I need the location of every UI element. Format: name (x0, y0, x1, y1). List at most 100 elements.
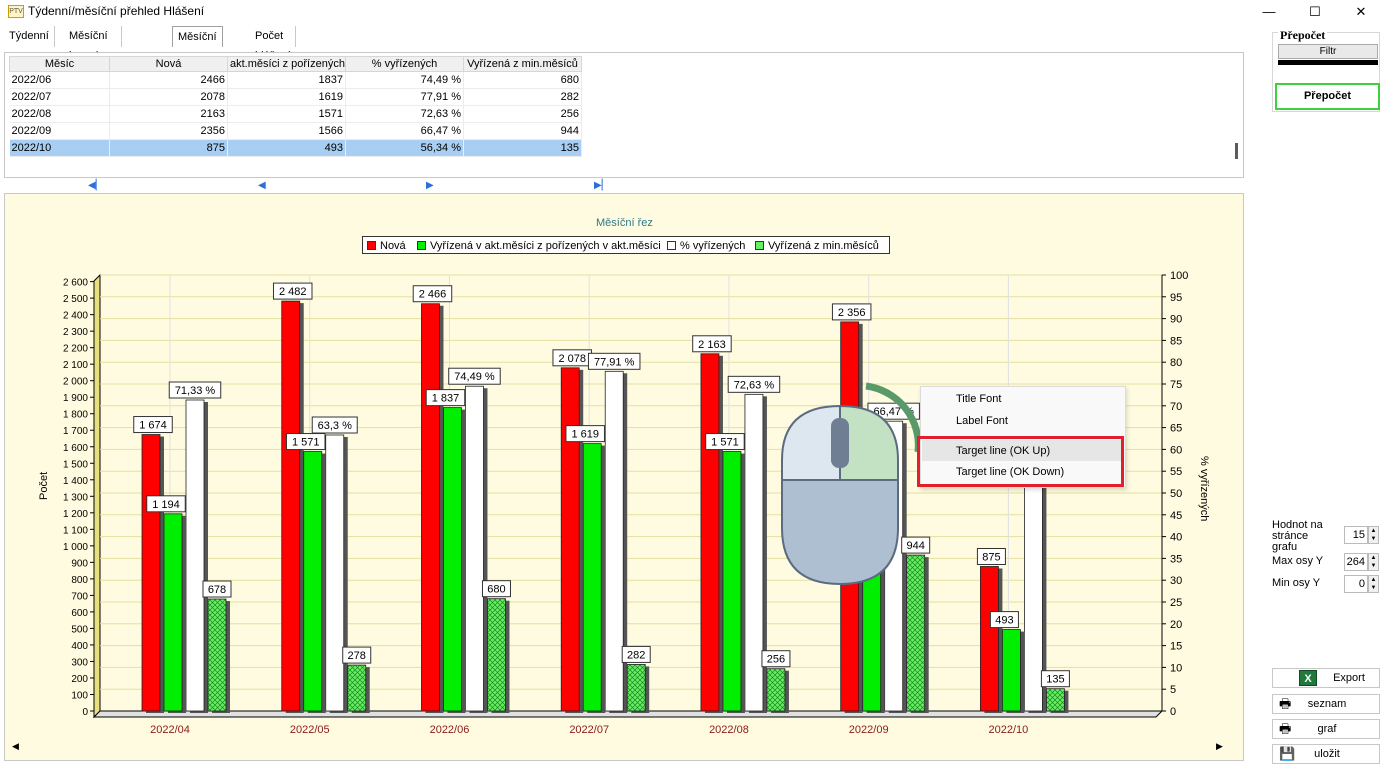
data-label-vyrizena-akt: 493 (995, 615, 1013, 627)
y-tick-label-right: 70 (1170, 401, 1182, 413)
table-row[interactable]: 2022/09 2356 1566 66,47 % 944 (9, 122, 582, 140)
bar-vyrizena-akt (443, 407, 462, 712)
data-label-vyrizena-akt: 1 194 (152, 499, 180, 511)
y-tick-label-left: 1 600 (63, 443, 88, 454)
data-label-procento: 77,91 % (594, 356, 635, 368)
spin-down-icon[interactable]: ▼ (1370, 585, 1377, 591)
col-header-vyrizena-akt[interactable]: akt.měsíci z pořízených v (227, 56, 346, 72)
bar-vyrizena-min (207, 598, 227, 712)
data-label-vyrizena-akt-box (989, 611, 1019, 629)
mouse-right-click-illustration (781, 382, 922, 586)
data-label-procento-box (168, 381, 222, 399)
min-osy-input[interactable]: 0 (1344, 575, 1368, 593)
y-tick-label-right: 55 (1170, 466, 1182, 478)
menu-hover-highlight (922, 440, 1122, 461)
chart-scroll-left-icon[interactable]: ◀ (12, 741, 19, 751)
grid-scrollbar[interactable] (1235, 143, 1238, 159)
data-label-procento: 74,49 % (454, 371, 495, 383)
nav-last-button[interactable]: ▶▏ (594, 180, 610, 191)
bar-procento (185, 399, 205, 712)
table-row[interactable]: 2022/06 2466 1837 74,49 % 680 (9, 71, 582, 89)
bar-vyrizena-min (906, 554, 926, 712)
col-header-vyrizena-min[interactable]: Vyřízená z min.měsíců (463, 56, 582, 72)
col-header-procento[interactable]: % vyřízených (345, 56, 464, 72)
min-osy-spinner[interactable]: ▲ ▼ (1368, 575, 1379, 593)
y-tick-label-left: 1 000 (63, 542, 88, 553)
spin-down-icon[interactable]: ▼ (1370, 563, 1377, 569)
data-label-vyrizena-min: 282 (627, 649, 645, 661)
data-label-procento-box (448, 367, 501, 385)
spin-up-icon[interactable]: ▲ (1370, 528, 1377, 534)
data-label-vyrizena-akt-box (425, 389, 466, 407)
save-icon: 💾 (1279, 746, 1296, 761)
nav-prev-button[interactable]: ◀ (258, 180, 266, 191)
spin-up-icon[interactable]: ▲ (1370, 577, 1377, 583)
minimize-button[interactable]: — (1262, 4, 1276, 19)
menu-item-target-line-up[interactable]: Target line (OK Up) (956, 445, 1051, 457)
mouse-body (781, 479, 899, 586)
menu-item-label-font[interactable]: Label Font (956, 415, 1008, 427)
bar-nova (700, 353, 720, 712)
hodnot-spinner[interactable]: ▲ ▼ (1368, 526, 1379, 544)
data-label-vyrizena-akt: 1 571 (292, 437, 320, 449)
bar-vyrizena-akt (1002, 629, 1021, 712)
chart-legend: Nová Vyřízená v akt.měsíci z pořízených … (362, 236, 890, 254)
y-tick-label-right: 40 (1170, 532, 1182, 544)
y-tick-label-right: 60 (1170, 444, 1182, 456)
maximize-button[interactable]: ☐ (1309, 4, 1321, 19)
col-header-mesic[interactable]: Měsíc (9, 56, 110, 72)
x-tick-label: 2022/05 (290, 724, 330, 736)
max-osy-spinner[interactable]: ▲ ▼ (1368, 553, 1379, 571)
col-header-nova[interactable]: Nová (109, 56, 228, 72)
data-label-vyrizena-akt-box (285, 433, 326, 451)
x-tick-label: 2022/07 (569, 724, 609, 736)
menu-item-title-font[interactable]: Title Font (956, 393, 1002, 405)
graf-button[interactable]: 🖶 graf (1272, 719, 1380, 739)
prepocet-button[interactable]: Přepočet (1275, 83, 1380, 110)
cell: 2022/10 (9, 139, 110, 157)
table-row-selected[interactable]: 2022/10 875 493 56,34 % 135 (9, 139, 582, 157)
hodnot-input[interactable]: 15 (1344, 526, 1368, 544)
y-tick-label-left: 1 100 (63, 525, 88, 536)
export-button[interactable]: X Export (1272, 668, 1380, 688)
cell: 2356 (109, 122, 228, 140)
menu-item-target-line-down[interactable]: Target line (OK Down) (956, 466, 1065, 478)
table-row[interactable]: 2022/08 2163 1571 72,63 % 256 (9, 105, 582, 123)
table-row[interactable]: 2022/07 2078 1619 77,91 % 282 (9, 88, 582, 106)
cell: 680 (463, 71, 582, 89)
y-tick-label-left: 100 (71, 690, 88, 701)
legend-label: Nová (380, 240, 406, 252)
data-label-nova: 2 078 (558, 353, 586, 365)
filtr-button[interactable]: Filtr (1278, 44, 1378, 59)
bar-procento (325, 434, 345, 712)
cell: 282 (463, 88, 582, 106)
spin-up-icon[interactable]: ▲ (1370, 555, 1377, 561)
ulozit-button[interactable]: 💾 uložit (1272, 744, 1380, 764)
spin-down-icon[interactable]: ▼ (1370, 536, 1377, 542)
title-bar: PTV Týdenní/měsíční přehled Hlášení — ☐ … (0, 0, 1382, 24)
y-tick-label-right: 45 (1170, 510, 1182, 522)
bar-vyrizena-min (626, 664, 646, 712)
data-label-vyrizena-min-box (901, 536, 931, 554)
excel-icon: X (1299, 670, 1317, 686)
mouse-wheel (831, 418, 849, 468)
max-osy-input[interactable]: 264 (1344, 553, 1368, 571)
cell: 1619 (227, 88, 346, 106)
max-osy-label: Max osy Y (1272, 555, 1324, 567)
cell: 66,47 % (345, 122, 464, 140)
tab-tydenni[interactable]: Týdenní (4, 26, 55, 47)
data-label-vyrizena-min-box (342, 646, 372, 664)
chart-scroll-right-icon[interactable]: ▶ (1216, 741, 1223, 751)
app-icon: PTV (8, 5, 24, 18)
nav-first-button[interactable]: ◀▏ (88, 180, 104, 191)
data-label-procento-box (587, 352, 641, 370)
close-button[interactable]: ✕ (1355, 4, 1367, 19)
cell: 2022/08 (9, 105, 110, 123)
legend-label: % vyřízených (680, 240, 746, 252)
nav-next-button[interactable]: ▶ (426, 180, 434, 191)
seznam-button[interactable]: 🖶 seznam (1272, 694, 1380, 714)
y-tick-label-left: 2 100 (63, 360, 88, 371)
x-tick-label: 2022/06 (430, 724, 470, 736)
data-label-vyrizena-akt: 1 571 (711, 437, 739, 449)
